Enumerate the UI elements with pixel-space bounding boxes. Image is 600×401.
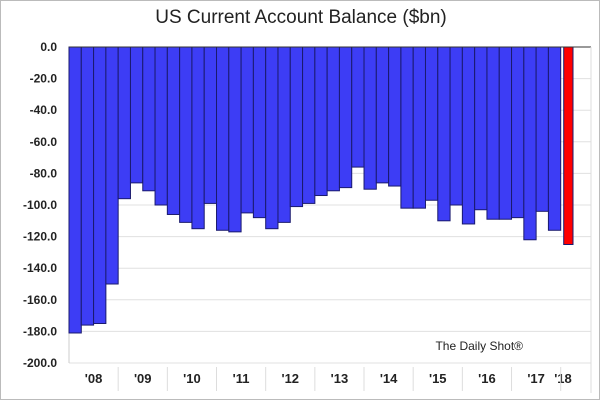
bar bbox=[240, 46, 254, 214]
bar bbox=[474, 46, 488, 211]
bar bbox=[80, 46, 95, 326]
bar bbox=[535, 46, 549, 212]
bar bbox=[117, 46, 131, 200]
x-tick-label: '08 bbox=[85, 371, 103, 386]
x-tick-label: '18 bbox=[554, 371, 572, 386]
bar bbox=[338, 46, 353, 189]
bar bbox=[191, 46, 205, 230]
bar bbox=[563, 46, 574, 245]
y-tick-label: -40.0 bbox=[30, 103, 58, 117]
watermark: The Daily Shot® bbox=[435, 339, 523, 353]
bar bbox=[363, 46, 377, 190]
bar bbox=[412, 46, 426, 209]
bar bbox=[129, 46, 144, 184]
bar bbox=[228, 46, 242, 233]
y-tick-label: -200.0 bbox=[23, 356, 57, 370]
bar bbox=[68, 46, 82, 334]
x-tick-label: '13 bbox=[331, 371, 349, 386]
bar bbox=[437, 46, 451, 222]
bar bbox=[498, 46, 513, 220]
bar bbox=[449, 46, 463, 206]
x-tick-label: '10 bbox=[183, 371, 201, 386]
x-tick-label: '17 bbox=[527, 371, 545, 386]
bar bbox=[375, 46, 390, 184]
y-tick-label: -120.0 bbox=[23, 230, 57, 244]
bar bbox=[166, 46, 181, 215]
bar bbox=[351, 46, 365, 168]
y-tick-label: -80.0 bbox=[30, 166, 58, 180]
bar bbox=[289, 46, 304, 208]
bar bbox=[265, 46, 279, 230]
bar bbox=[154, 46, 168, 206]
chart-title: US Current Account Balance ($bn) bbox=[155, 7, 447, 28]
y-tick-label: -60.0 bbox=[30, 135, 58, 149]
bar bbox=[523, 46, 537, 241]
bar bbox=[93, 46, 107, 324]
x-tick-label: '16 bbox=[478, 371, 496, 386]
x-tick-label: '15 bbox=[429, 371, 447, 386]
y-tick-label: -100.0 bbox=[23, 198, 57, 212]
bar bbox=[302, 46, 316, 204]
bar bbox=[142, 46, 156, 192]
y-tick-label: -140.0 bbox=[23, 261, 57, 275]
bar bbox=[511, 46, 525, 219]
bar bbox=[252, 46, 267, 219]
bar bbox=[388, 46, 402, 187]
bar bbox=[203, 46, 218, 204]
x-tick-label: '11 bbox=[233, 371, 250, 386]
bar bbox=[547, 46, 562, 231]
bar bbox=[461, 46, 476, 225]
bar bbox=[400, 46, 414, 209]
y-tick-label: -160.0 bbox=[23, 293, 57, 307]
bar bbox=[179, 46, 193, 223]
bar bbox=[424, 46, 439, 201]
bar bbox=[216, 46, 230, 231]
y-tick-label: -180.0 bbox=[23, 324, 57, 338]
bar bbox=[326, 46, 340, 192]
bar bbox=[277, 46, 291, 223]
bar bbox=[486, 46, 500, 220]
bar bbox=[105, 46, 119, 285]
bar bbox=[314, 46, 328, 197]
x-tick-label: '12 bbox=[281, 371, 299, 386]
y-tick-label: -20.0 bbox=[30, 72, 58, 86]
y-tick-label: 0.0 bbox=[40, 40, 57, 54]
x-tick-label: '09 bbox=[134, 371, 152, 386]
x-tick-label: '14 bbox=[380, 371, 398, 386]
